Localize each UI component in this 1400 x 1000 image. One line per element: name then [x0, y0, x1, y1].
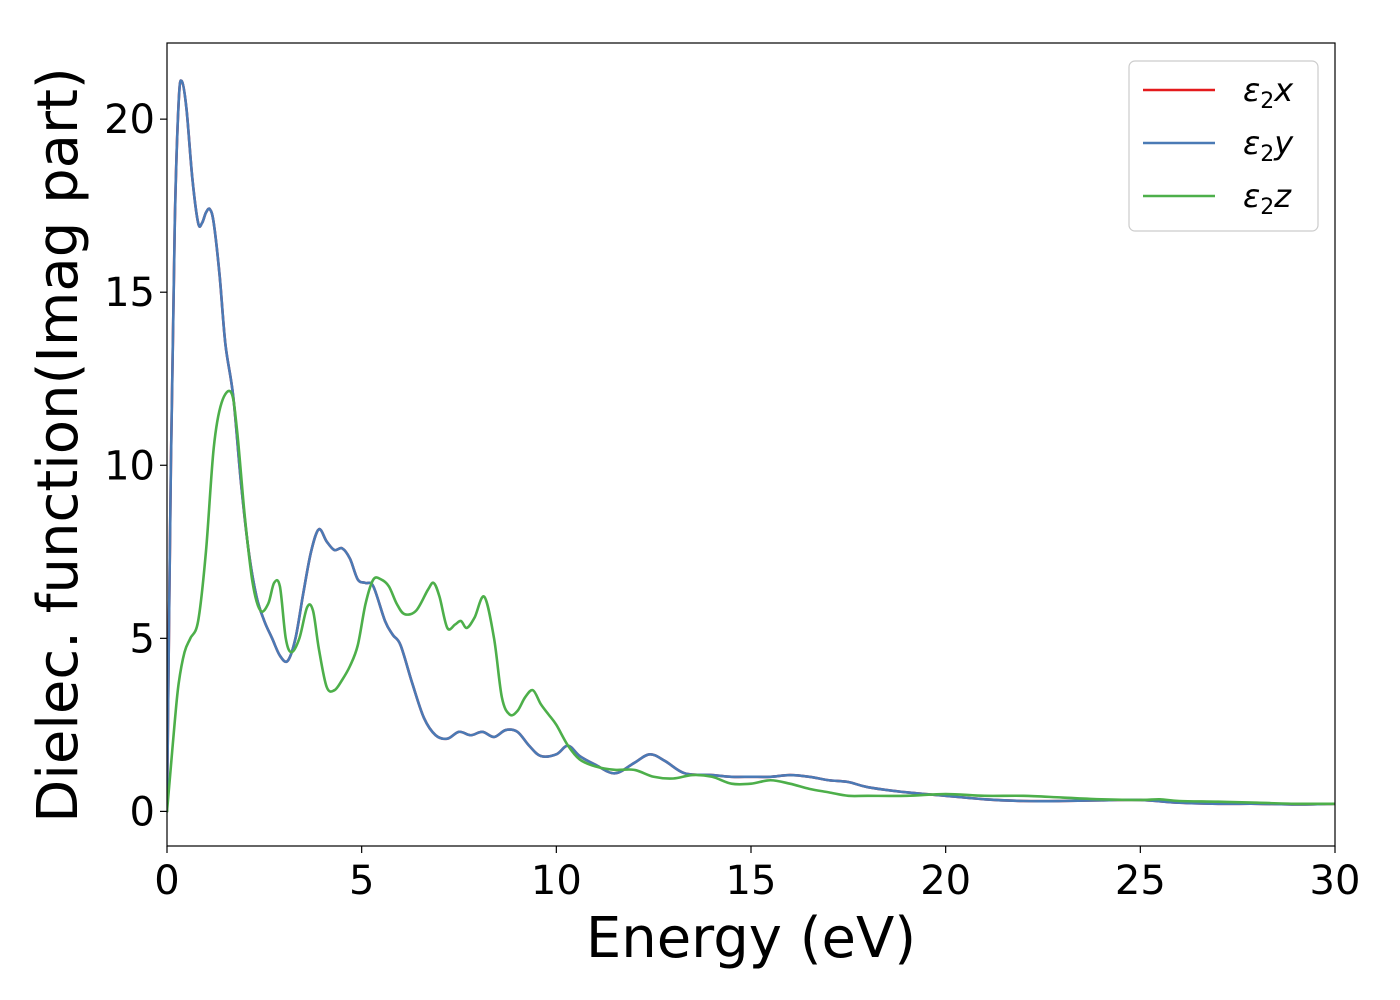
y-tick-label: 10	[104, 443, 155, 489]
x-axis-title: Energy (eV)	[586, 906, 916, 971]
y-tick-label: 20	[104, 97, 155, 143]
legend-label-x: ε2x	[1243, 71, 1294, 114]
legend-label-z: ε2z	[1243, 177, 1292, 220]
y-tick-label: 0	[130, 789, 155, 835]
x-tick-label: 15	[726, 858, 777, 904]
x-tick-label: 5	[349, 858, 374, 904]
x-tick-label: 20	[920, 858, 971, 904]
x-tick-label: 25	[1115, 858, 1166, 904]
legend: ε2x ε2y ε2z	[1128, 60, 1319, 232]
x-axis-ticks: 0 5 10 15 20 25 30	[154, 846, 1360, 904]
y-tick-label: 5	[130, 616, 155, 662]
series-line-z	[167, 389, 1335, 813]
plot-area	[167, 79, 1335, 813]
legend-label-y: ε2y	[1243, 124, 1294, 167]
legend-box	[1128, 60, 1319, 232]
x-tick-label: 10	[531, 858, 582, 904]
y-axis-ticks: 0 5 10 15 20	[104, 97, 167, 835]
x-tick-label: 0	[154, 858, 179, 904]
x-tick-label: 30	[1310, 858, 1361, 904]
y-tick-label: 15	[104, 270, 155, 316]
y-axis-title: Dielec. function(Imag part)	[26, 67, 91, 823]
series-line-y	[167, 79, 1335, 813]
